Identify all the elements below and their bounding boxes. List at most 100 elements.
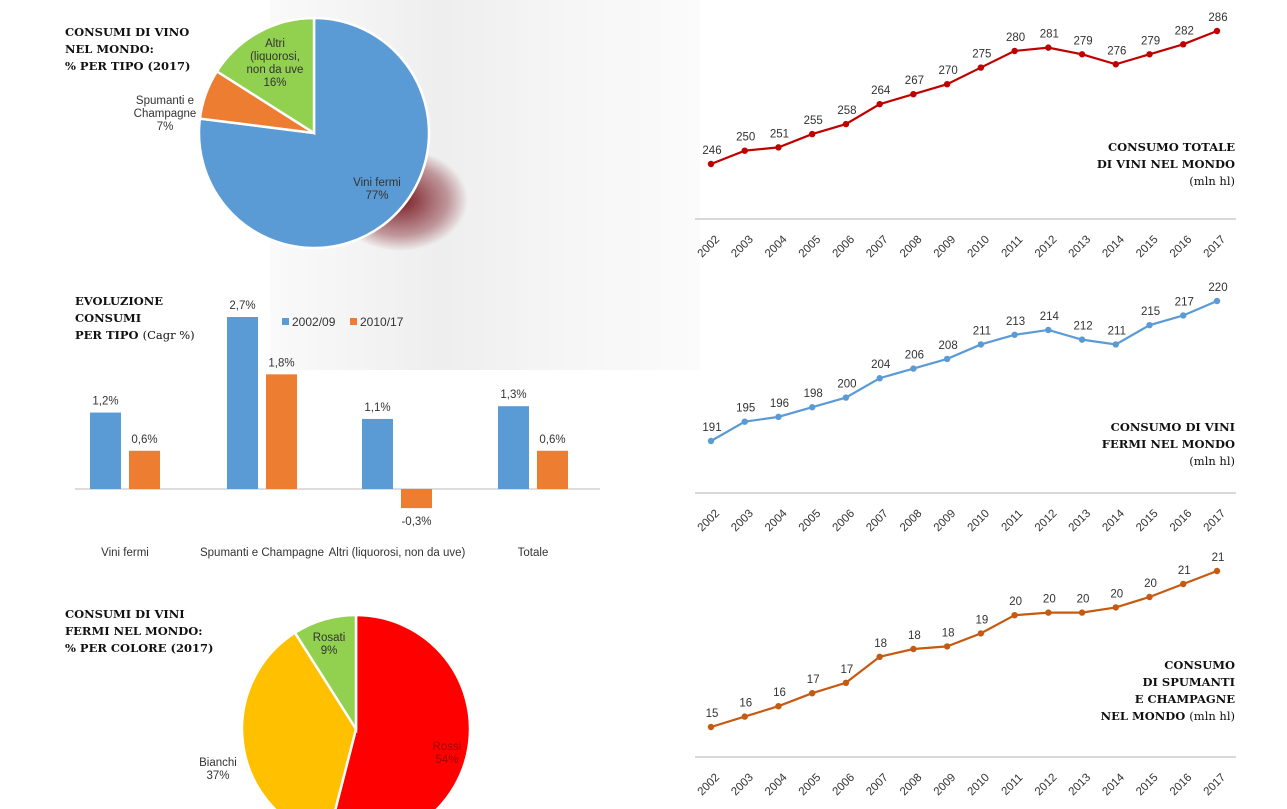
x-tick-label: 2017 xyxy=(1202,772,1229,799)
legend-label: 2010/17 xyxy=(360,315,404,329)
pie-slice-label: Altri xyxy=(265,38,285,50)
line-value-label: 220 xyxy=(1208,282,1227,294)
pie1-title: CONSUMI DI VINO NEL MONDO:% PER TIPO (201… xyxy=(65,25,191,73)
legend-swatch xyxy=(350,318,357,325)
line-point xyxy=(1146,593,1153,601)
line-point xyxy=(1146,321,1153,329)
bar xyxy=(401,489,432,509)
bar-title: EVOLUZIONE CONSUMI PER TIPO (Cagr %) xyxy=(75,294,195,342)
bar xyxy=(266,374,297,489)
line-value-label: 275 xyxy=(972,49,991,61)
bar-category-label: Spumanti e Champagne xyxy=(200,547,324,559)
line-point xyxy=(1078,336,1086,343)
x-tick-label: 2004 xyxy=(763,233,790,260)
line-point xyxy=(775,703,782,710)
x-tick-label: 2016 xyxy=(1168,772,1195,799)
x-tick-label: 2011 xyxy=(999,772,1025,798)
line-value-label: 21 xyxy=(1178,565,1191,577)
bar xyxy=(129,450,160,489)
line-series xyxy=(710,299,1218,442)
line-value-label: 213 xyxy=(1006,316,1025,328)
x-tick-label: 2017 xyxy=(1202,234,1229,261)
bar xyxy=(90,412,121,489)
x-tick-label: 2008 xyxy=(898,234,925,261)
line-value-label: 286 xyxy=(1208,12,1227,24)
line-point xyxy=(1045,609,1052,616)
pie-slice-label: 77% xyxy=(365,190,388,202)
line2-title: CONSUMO DI VINI FERMI NEL MONDO (mln hl) xyxy=(1101,420,1235,468)
line-point xyxy=(977,64,985,71)
pie-slice xyxy=(215,16,316,136)
line-value-label: 21 xyxy=(1212,552,1225,564)
line-point xyxy=(1213,27,1221,35)
line-point xyxy=(809,130,816,138)
x-tick-label: 2016 xyxy=(1168,234,1195,261)
pie2-title: CONSUMI DI VINI FERMI NEL MONDO:% PER COL… xyxy=(65,607,214,655)
x-tick-label: 2009 xyxy=(932,508,959,535)
x-tick-label: 2004 xyxy=(763,507,790,534)
x-tick-label: 2014 xyxy=(1100,507,1127,534)
line-value-label: 214 xyxy=(1040,311,1060,323)
pie-slice-label: Rossi xyxy=(433,741,462,753)
line-point xyxy=(1180,41,1187,48)
line-point xyxy=(842,120,850,128)
line-point xyxy=(1045,326,1052,334)
bar-value-label: 1,3% xyxy=(500,389,526,401)
line-point xyxy=(1146,51,1153,58)
x-tick-label: 2006 xyxy=(831,234,858,261)
x-tick-label: 2015 xyxy=(1134,772,1161,799)
x-tick-label: 2007 xyxy=(864,234,891,261)
bar-category-label: Vini fermi xyxy=(101,547,149,559)
line-point xyxy=(707,723,715,731)
line-point xyxy=(1213,297,1221,305)
x-tick-label: 2002 xyxy=(696,234,723,261)
legend-swatch xyxy=(282,318,289,325)
line-point xyxy=(1011,612,1018,619)
bar xyxy=(227,317,258,489)
line-point xyxy=(943,643,951,650)
line-point xyxy=(1213,567,1221,575)
pie-slice-label: Spumanti e xyxy=(136,95,194,107)
line-point xyxy=(1011,47,1018,55)
line-value-label: 206 xyxy=(905,350,924,362)
line-point xyxy=(1112,61,1120,68)
line-value-label: 15 xyxy=(706,708,719,720)
line-value-label: 198 xyxy=(804,388,823,400)
bar-value-label: 1,8% xyxy=(268,357,294,369)
line-value-label: 18 xyxy=(908,630,921,642)
line-value-label: 267 xyxy=(905,75,924,87)
line-value-label: 20 xyxy=(1144,578,1157,590)
pie-slice-label: 37% xyxy=(206,770,229,782)
x-tick-label: 2003 xyxy=(729,772,756,799)
line-point xyxy=(842,394,850,401)
line1-title: CONSUMO TOTALE DI VINI NEL MONDO (mln hl) xyxy=(1096,140,1235,188)
x-tick-label: 2012 xyxy=(1033,508,1060,535)
bar-value-label: 1,1% xyxy=(364,402,390,414)
bar-category-label: Totale xyxy=(518,547,549,559)
pie-slice-label: 9% xyxy=(321,645,338,657)
line-value-label: 196 xyxy=(770,398,789,410)
line-value-label: 200 xyxy=(837,379,856,391)
x-tick-label: 2005 xyxy=(797,772,824,799)
pie-slice-label: Champagne xyxy=(134,108,197,120)
line-point xyxy=(809,690,816,697)
bar-value-label: 0,6% xyxy=(131,434,157,446)
line-value-label: 251 xyxy=(770,128,789,140)
bar-category-label: Altri (liquorosi, non da uve) xyxy=(329,547,466,559)
line-value-label: 255 xyxy=(804,115,823,127)
pie-slice-label: (liquorosi, xyxy=(250,51,300,63)
pie-slice xyxy=(334,613,472,809)
line-point xyxy=(1045,44,1052,51)
x-tick-label: 2009 xyxy=(932,772,959,799)
x-tick-label: 2005 xyxy=(797,508,824,535)
line-value-label: 17 xyxy=(807,674,820,686)
x-tick-label: 2015 xyxy=(1134,508,1161,535)
pie-slice-label: 16% xyxy=(263,77,286,89)
bar-value-label: 0,6% xyxy=(539,434,565,446)
pie-slice-label: Bianchi xyxy=(199,757,237,769)
line-point xyxy=(876,100,883,108)
line-point xyxy=(842,679,850,686)
line-value-label: 20 xyxy=(1009,596,1022,608)
